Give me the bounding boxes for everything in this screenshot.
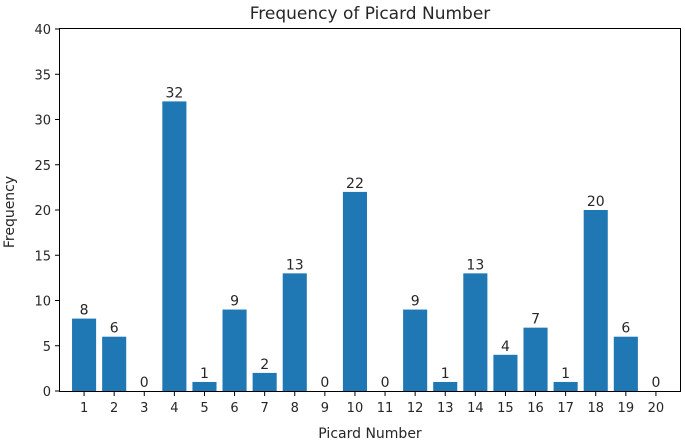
- x-tick-label-9: 9: [321, 401, 329, 416]
- value-label-7: 2: [260, 357, 269, 373]
- y-tick-label-35: 35: [34, 68, 51, 83]
- x-tick-label-2: 2: [110, 401, 118, 416]
- x-tick-label-3: 3: [140, 401, 148, 416]
- value-label-15: 4: [501, 339, 510, 355]
- bars-group: [72, 101, 638, 392]
- x-tick-label-8: 8: [291, 401, 299, 416]
- y-tick-label-30: 30: [34, 114, 51, 129]
- value-label-12: 9: [411, 294, 420, 310]
- bar-2: [102, 336, 127, 391]
- value-label-18: 20: [587, 194, 605, 210]
- value-label-6: 9: [230, 294, 239, 310]
- y-tick-label-25: 25: [34, 159, 51, 174]
- bar-15: [493, 354, 518, 391]
- value-label-2: 6: [110, 321, 119, 337]
- bar-19: [613, 336, 638, 391]
- bar-18: [583, 210, 608, 391]
- plot-frame: [59, 28, 681, 392]
- bar-16: [523, 327, 548, 391]
- value-label-19: 6: [621, 321, 630, 337]
- value-label-4: 32: [165, 85, 183, 101]
- x-tick-label-15: 15: [497, 401, 514, 416]
- bar-1: [72, 318, 97, 391]
- value-label-1: 8: [80, 303, 89, 319]
- y-tick-label-40: 40: [34, 23, 51, 38]
- value-label-13: 1: [441, 366, 450, 382]
- x-tick-label-7: 7: [261, 401, 269, 416]
- value-label-14: 13: [466, 257, 484, 273]
- x-tick-label-6: 6: [230, 401, 238, 416]
- y-tick-label-20: 20: [34, 204, 51, 219]
- bar-10: [342, 191, 367, 391]
- value-label-11: 0: [381, 375, 390, 391]
- bar-13: [433, 381, 458, 391]
- x-tick-label-19: 19: [618, 401, 635, 416]
- bar-6: [222, 309, 247, 391]
- value-label-9: 0: [320, 375, 329, 391]
- x-tick-label-16: 16: [527, 401, 544, 416]
- value-label-3: 0: [140, 375, 149, 391]
- y-axis-label: Frequency: [2, 176, 18, 248]
- value-label-20: 0: [651, 375, 660, 391]
- value-label-5: 1: [200, 366, 209, 382]
- chart-title: Frequency of Picard Number: [250, 4, 491, 24]
- y-tick-label-5: 5: [43, 340, 51, 355]
- y-tick-label-10: 10: [34, 295, 51, 310]
- x-tick-label-18: 18: [587, 401, 604, 416]
- value-labels-group: 8 6 0 32 1 9 2 13 0 22 0 9 1 13 4 7 1 20 6 0: [80, 85, 661, 391]
- y-axis-ticks: 0 5 10 15 20 25 30 35 40: [34, 23, 60, 400]
- bar-12: [403, 309, 428, 391]
- bar-5: [192, 381, 217, 391]
- y-tick-label-0: 0: [43, 385, 51, 400]
- x-tick-label-11: 11: [377, 401, 394, 416]
- value-label-16: 7: [531, 312, 540, 328]
- x-tick-label-14: 14: [467, 401, 484, 416]
- x-tick-label-10: 10: [347, 401, 364, 416]
- x-tick-label-13: 13: [437, 401, 454, 416]
- x-tick-label-5: 5: [200, 401, 208, 416]
- x-tick-label-17: 17: [557, 401, 574, 416]
- x-axis-label: Picard Number: [318, 426, 422, 440]
- value-label-8: 13: [286, 257, 304, 273]
- x-tick-label-12: 12: [407, 401, 424, 416]
- value-label-17: 1: [561, 366, 570, 382]
- x-tick-label-1: 1: [80, 401, 88, 416]
- x-axis-ticks: 1 2 3 4 5 6 7 8 9 10 11 12 13 14 15 16 17 18 19 20: [80, 391, 664, 416]
- bar-17: [553, 381, 578, 391]
- bar-14: [463, 273, 488, 391]
- value-label-10: 22: [346, 176, 364, 192]
- bar-8: [282, 273, 307, 391]
- y-tick-label-15: 15: [34, 249, 51, 264]
- bar-4: [162, 101, 187, 392]
- bar-7: [252, 372, 277, 391]
- x-tick-label-4: 4: [170, 401, 178, 416]
- x-tick-label-20: 20: [648, 401, 665, 416]
